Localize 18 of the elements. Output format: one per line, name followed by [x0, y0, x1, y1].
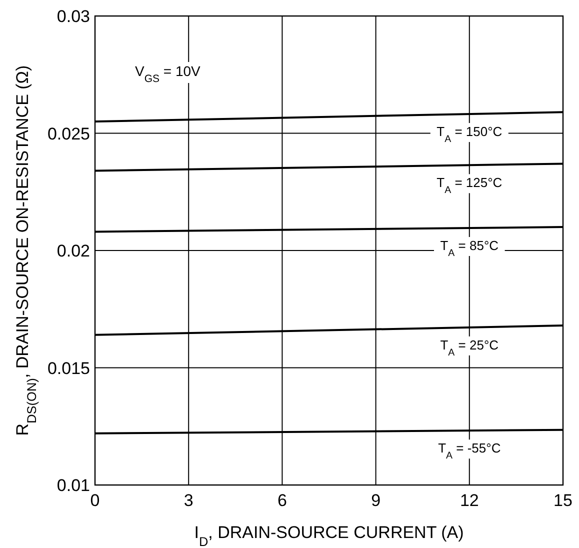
annotation: V$_{GS}$ = 10V: [135, 63, 202, 85]
y-tick-label: 0.025: [47, 124, 90, 144]
x-tick-label: 15: [554, 491, 572, 510]
series-label: T$_{A}$ = -55°C: [438, 440, 501, 462]
y-tick-label: 0.03: [56, 7, 90, 26]
series-label: T$_{A}$ = 85°C: [440, 238, 499, 258]
series-label: T$_{A}$ = 150°C: [436, 124, 502, 145]
x-tick-label: 9: [371, 491, 381, 510]
y-tick-label: 0.02: [56, 242, 90, 260]
y-tick-label: 0.015: [47, 358, 90, 378]
series-label: T$_{A}$ = 25°C: [440, 337, 499, 358]
x-tick-label: 3: [184, 491, 194, 510]
y-tick-label: 0.01: [56, 476, 90, 495]
x-axis-title: I$_{D}$, DRAIN-SOURCE CURRENT (A): [194, 523, 464, 548]
x-tick-label: 6: [277, 491, 287, 510]
x-tick-label: 12: [460, 491, 479, 510]
series-label: T$_{A}$ = 125°C: [436, 175, 502, 196]
x-tick-label: 0: [90, 491, 100, 510]
